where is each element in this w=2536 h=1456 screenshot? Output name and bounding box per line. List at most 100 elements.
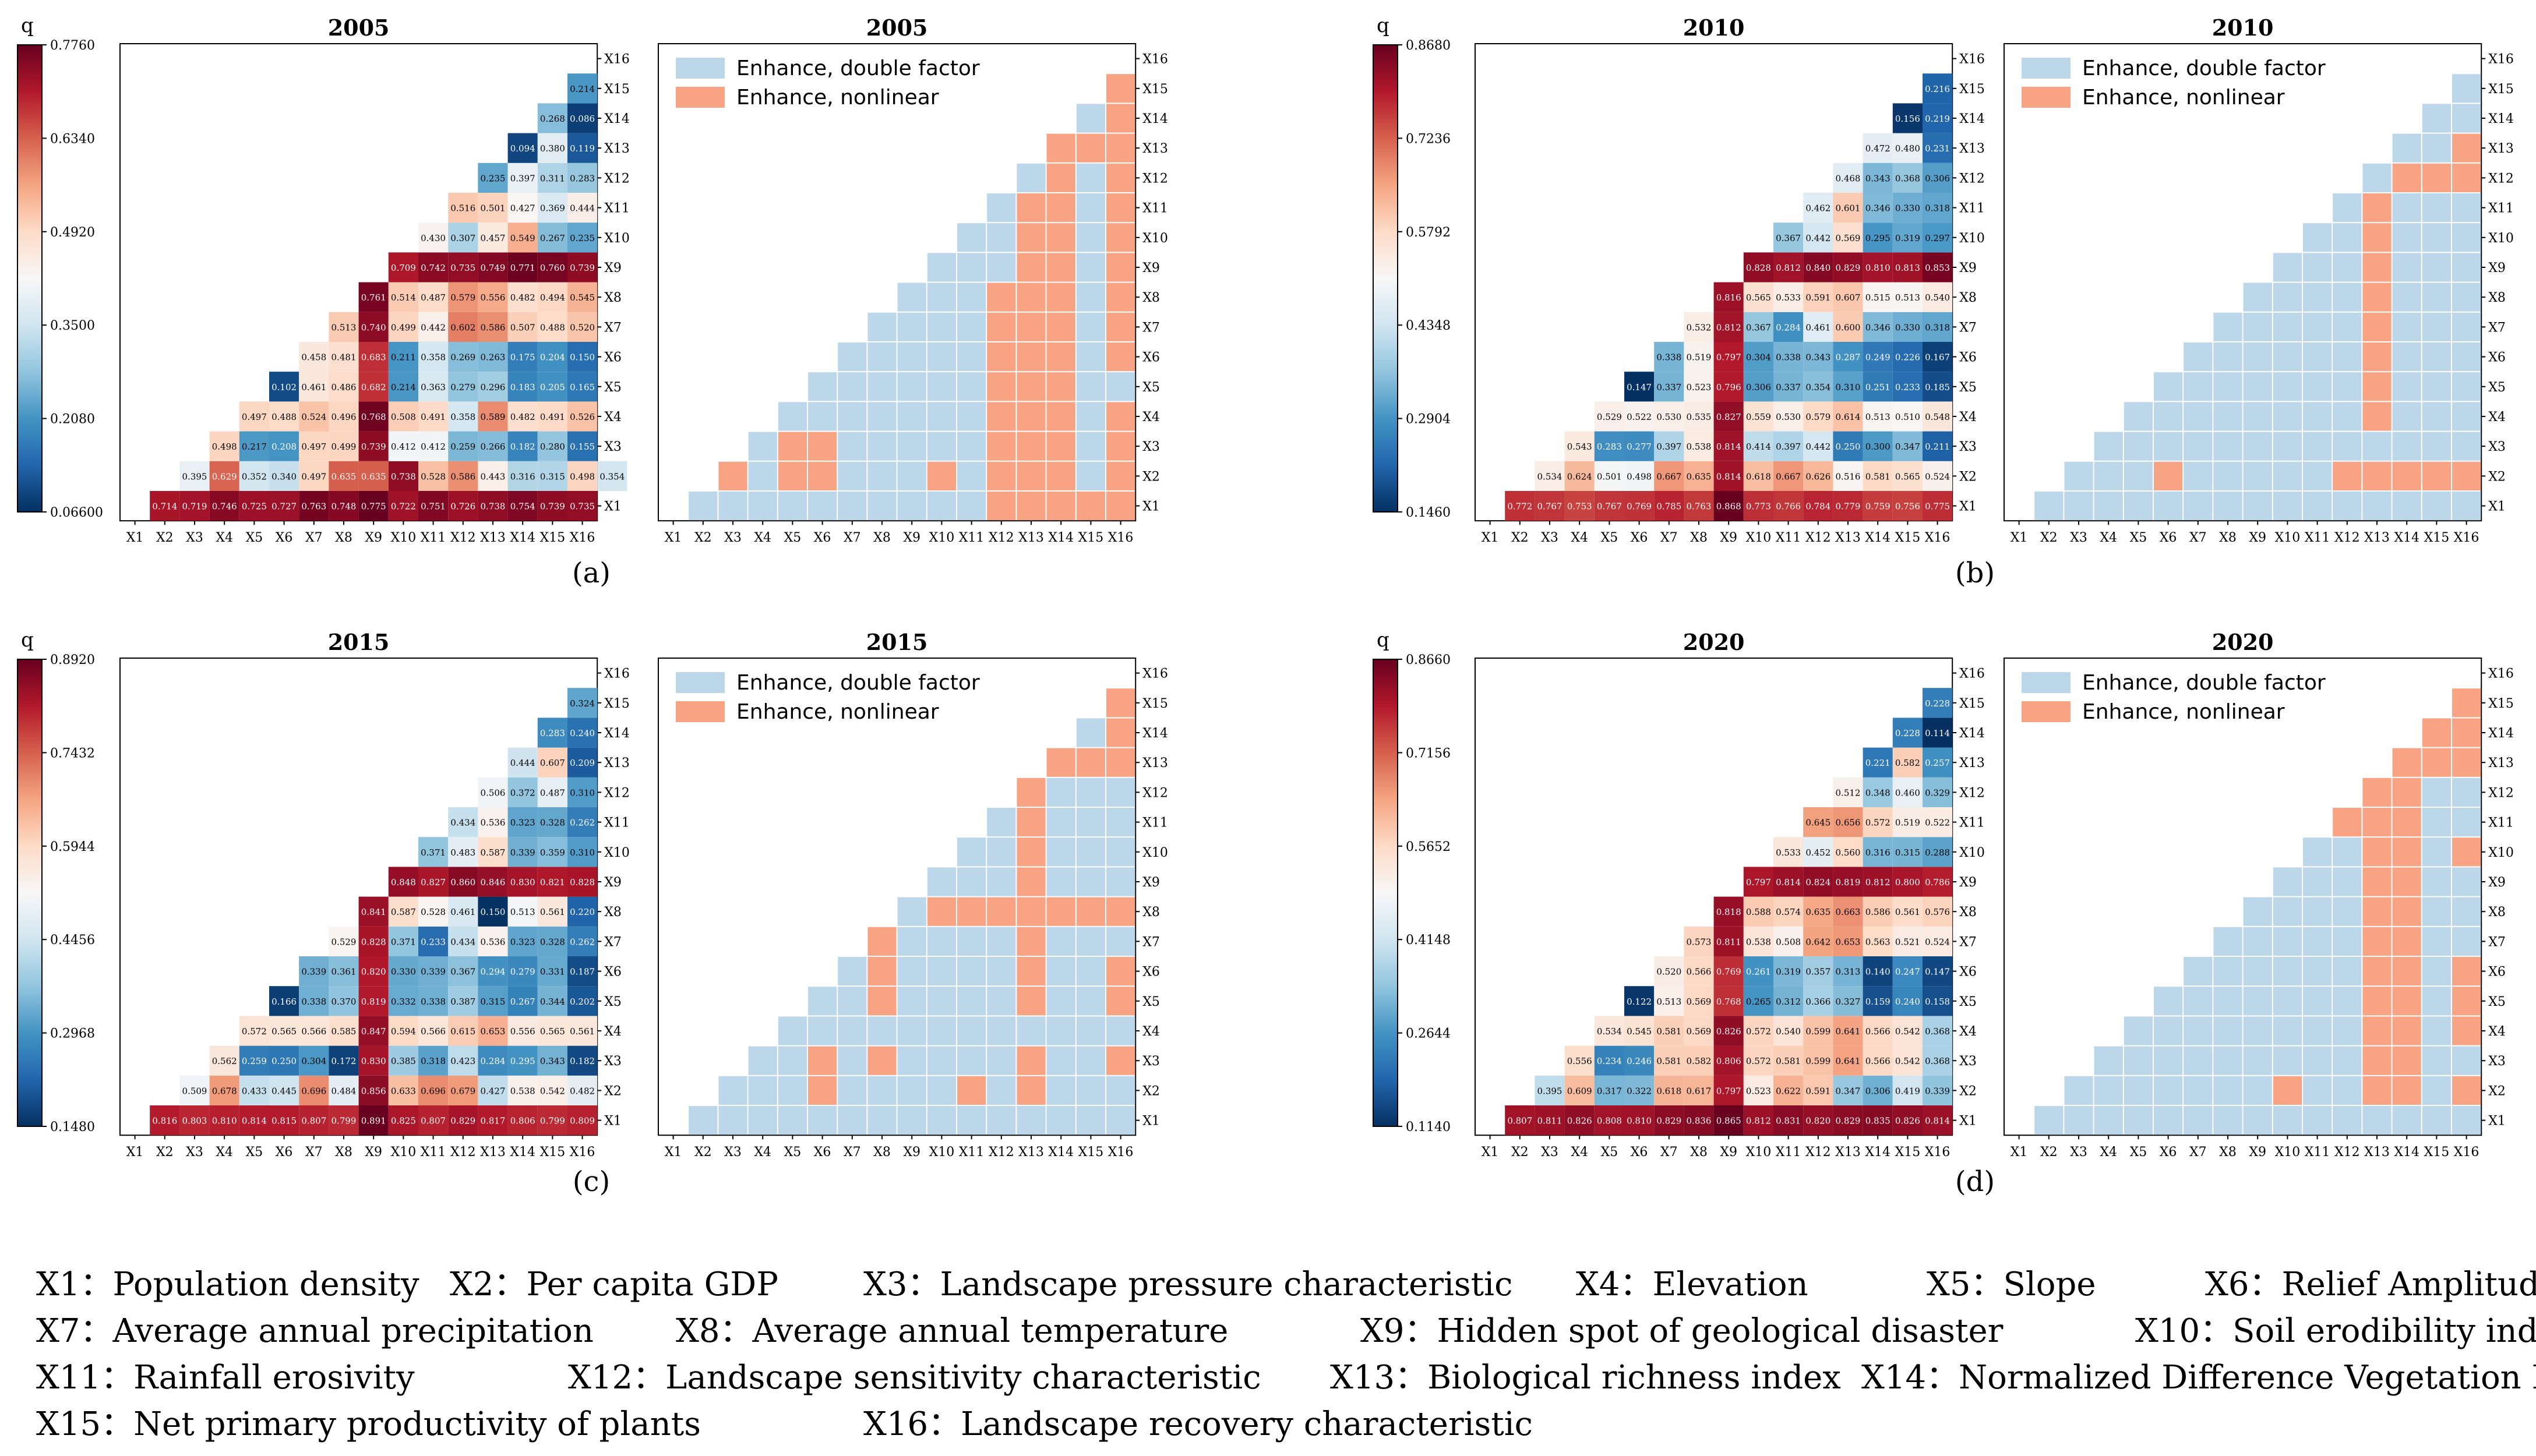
heatmap-value-label: 0.763 (301, 501, 326, 512)
enhance-cell-double (2213, 342, 2242, 372)
heatmap-cell (1833, 896, 1863, 927)
heatmap-value-label: 0.461 (450, 907, 475, 917)
enhance-cell-double (867, 372, 897, 401)
heatmap-cell (358, 926, 389, 956)
heatmap-value-label: 0.642 (1805, 936, 1830, 947)
y-tick-label: X13 (1959, 756, 1985, 771)
y-tick-label: X13 (1959, 142, 1985, 156)
enhance-cell-double (1046, 987, 1075, 1016)
heatmap-value-label: 0.811 (1716, 936, 1741, 947)
enhance-cell-nonlinear (1017, 987, 1046, 1016)
heatmap-cell (1773, 956, 1804, 987)
y-tick-label: X6 (1959, 965, 1977, 980)
enhance-cell-double (2452, 432, 2481, 461)
heatmap-value-label: 0.361 (331, 967, 357, 977)
enhance-cell-double (2452, 193, 2481, 222)
y-tick-label: X6 (1142, 351, 1160, 365)
enhance-cell-nonlinear (1046, 163, 1075, 192)
heatmap-cell (1892, 342, 1923, 372)
enhance-cell-nonlinear (1046, 193, 1075, 222)
heatmap-cell (388, 491, 418, 521)
heatmap-cell (388, 956, 418, 987)
heatmap-cell (388, 372, 418, 402)
enhance-title: 2010 (2212, 15, 2274, 41)
heatmap-cell (358, 372, 389, 402)
factor-label-x8: X8：Average annual temperature (676, 1312, 1229, 1350)
enhance-cell-double (2392, 133, 2421, 162)
heatmap-value-label: 0.172 (331, 1056, 357, 1066)
heatmap-cell (1743, 956, 1773, 987)
enhance-cell-double (2124, 461, 2153, 490)
y-tick-label: X4 (1959, 410, 1977, 425)
enhance-cell-double (2333, 432, 2362, 461)
x-tick-label: X15 (1895, 1145, 1921, 1160)
enhance-cell-double (1076, 193, 1105, 222)
enhance-cell-double (897, 342, 926, 372)
enhance-cell-double (808, 1016, 837, 1045)
x-tick-label: X6 (2160, 1145, 2177, 1160)
enhance-cell-double (2184, 492, 2213, 521)
heatmap-value-label: 0.522 (1627, 412, 1652, 422)
heatmap-cell (448, 372, 478, 402)
enhance-cell-double (838, 342, 867, 372)
heatmap-cell (507, 956, 538, 987)
heatmap-cell (1684, 401, 1714, 432)
heatmap-value-label: 0.221 (1865, 758, 1890, 768)
y-tick-label: X12 (2488, 786, 2514, 800)
enhance-cell-nonlinear (1076, 492, 1105, 521)
colorbar-title: q (21, 14, 34, 37)
enhance-cell-double (2422, 1046, 2451, 1075)
heatmap-cell (507, 986, 538, 1016)
enhance-cell-nonlinear (2392, 163, 2421, 192)
panel-2005: q0.77600.63400.49200.35000.20800.0660020… (17, 14, 1168, 589)
heatmap-cell (179, 1105, 210, 1136)
heatmap-value-label: 0.800 (1895, 877, 1920, 888)
enhance-cell-double (897, 957, 926, 986)
heatmap-value-label: 0.318 (1925, 203, 1950, 214)
heatmap-value-label: 0.678 (212, 1086, 237, 1096)
heatmap-cell (1654, 461, 1684, 491)
y-tick-label: X9 (1142, 875, 1160, 890)
heatmap-value-label: 0.565 (1895, 471, 1920, 482)
y-tick-label: X16 (1142, 52, 1168, 67)
heatmap-value-label: 0.348 (1865, 787, 1890, 798)
heatmap-value-label: 0.767 (1537, 501, 1562, 512)
heatmap-value-label: 0.588 (1746, 907, 1771, 917)
x-tick-label: X10 (391, 531, 417, 545)
enhance-cell-double (2213, 461, 2242, 490)
enhance-cell-double (2422, 312, 2451, 341)
heatmap-cell (448, 461, 478, 491)
heatmap-value-label: 0.560 (1836, 847, 1861, 858)
colorbar-tick-label: 0.8920 (50, 653, 95, 667)
heatmap-value-label: 0.346 (1865, 322, 1890, 333)
colorbar-tick-label: 0.7760 (50, 38, 95, 53)
y-tick-label: X9 (2488, 875, 2506, 890)
enhance-cell-nonlinear (808, 461, 837, 490)
heatmap-value-label: 0.515 (1865, 292, 1890, 303)
enhance-cell-double (2362, 492, 2392, 521)
heatmap-cell (1923, 312, 1953, 342)
heatmap-cell (1923, 867, 1953, 897)
enhance-cell-double (957, 342, 986, 372)
heatmap-value-label: 0.268 (540, 114, 565, 124)
y-tick-label: X8 (1142, 291, 1160, 305)
enhance-cell-double (2422, 867, 2451, 896)
legend-swatch-double (676, 672, 725, 693)
heatmap-cell (209, 1105, 239, 1136)
heatmap-value-label: 0.573 (1687, 936, 1712, 947)
enhance-cell-double (2333, 1076, 2362, 1105)
enhance-cell-nonlinear (2392, 808, 2421, 837)
enhance-cell-nonlinear (2362, 808, 2392, 837)
x-tick-label: X2 (156, 1145, 174, 1160)
enhance-cell-nonlinear (2362, 312, 2392, 341)
heatmap-cell (1564, 1075, 1595, 1105)
enhance-cell-double (897, 1076, 926, 1105)
enhance-cell-double (1017, 1016, 1046, 1045)
heatmap-value-label: 0.540 (1776, 1026, 1801, 1037)
enhance-cell-double (927, 987, 956, 1016)
enhance-cell-nonlinear (1046, 402, 1075, 431)
heatmap-cell (1684, 1075, 1714, 1105)
heatmap-cell (478, 372, 508, 402)
heatmap-cell (1803, 1075, 1833, 1105)
enhance-cell-double (957, 1046, 986, 1075)
